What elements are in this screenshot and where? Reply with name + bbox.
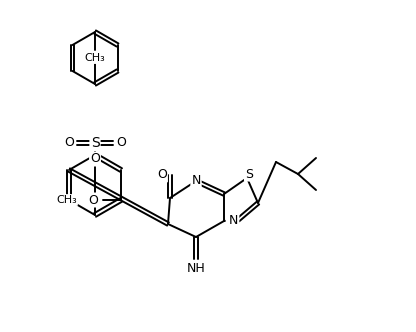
Text: O: O	[88, 194, 98, 207]
Text: N: N	[191, 175, 201, 188]
Text: S: S	[91, 136, 99, 150]
Text: S: S	[245, 168, 253, 181]
Text: N: N	[229, 214, 238, 227]
Text: CH₃: CH₃	[84, 53, 105, 63]
Text: N: N	[227, 217, 236, 230]
Text: CH₃: CH₃	[56, 195, 77, 205]
Text: O: O	[90, 152, 100, 165]
Text: O: O	[116, 136, 126, 149]
Text: O: O	[157, 169, 167, 182]
Text: O: O	[64, 136, 74, 149]
Text: NH: NH	[187, 263, 206, 276]
